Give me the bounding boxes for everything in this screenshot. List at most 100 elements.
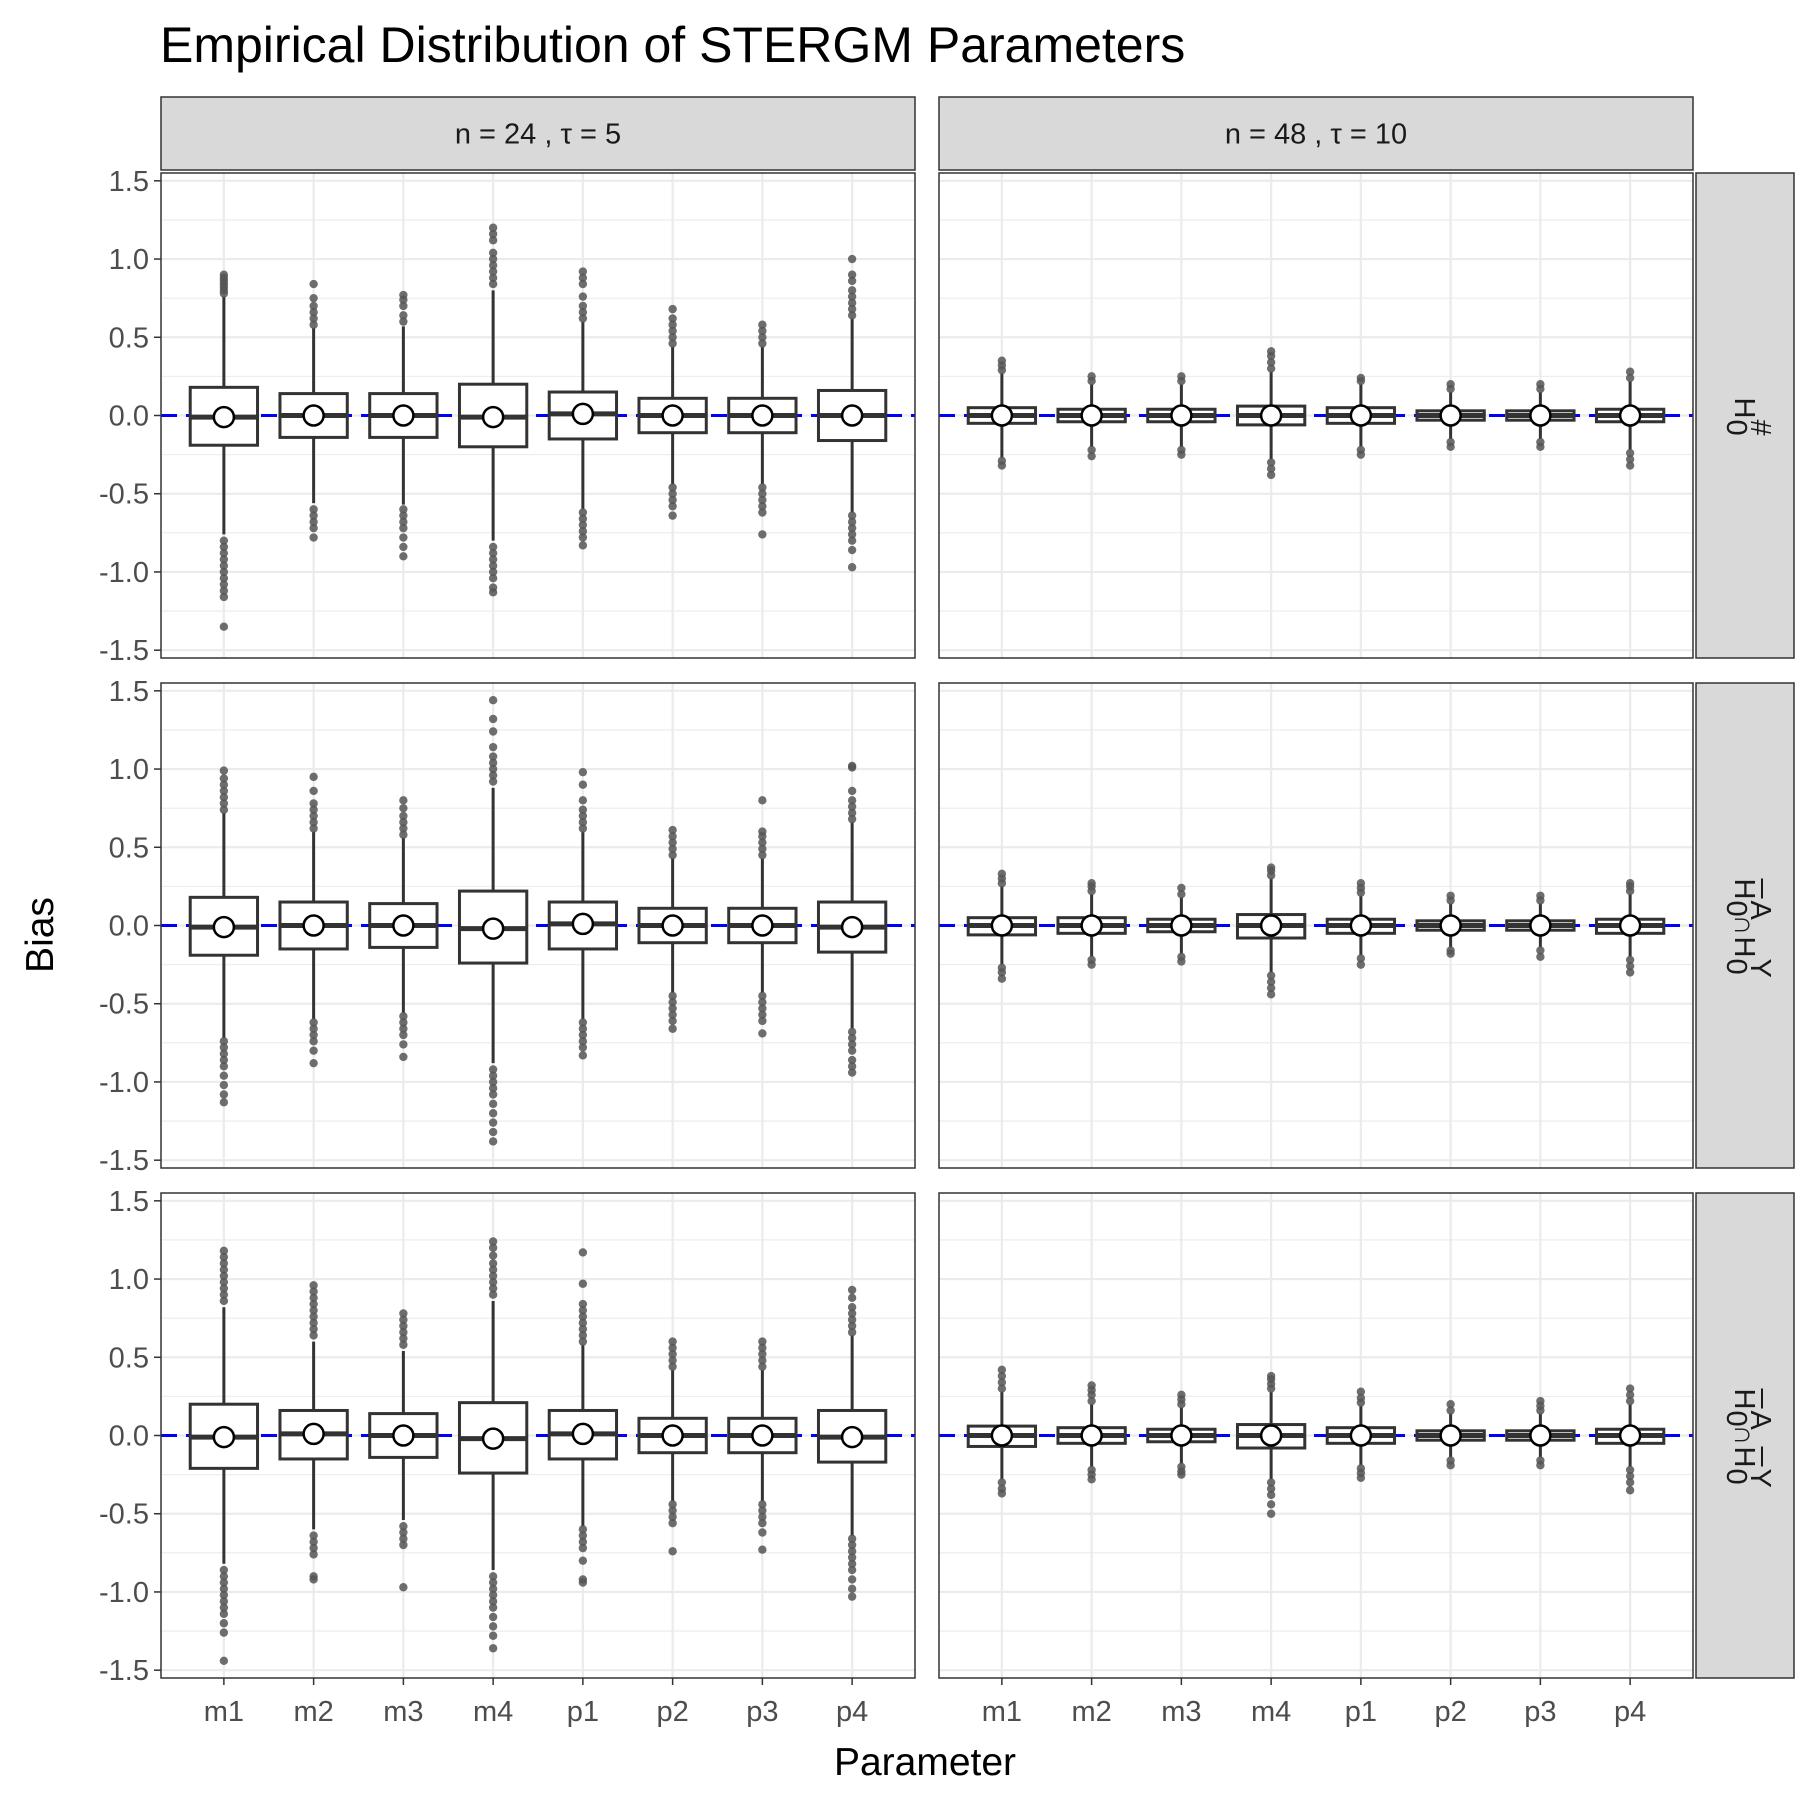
y-tick-label: 1.0 <box>109 754 149 786</box>
outlier-point <box>758 495 767 505</box>
outlier-point <box>847 1033 857 1043</box>
outlier-point <box>309 1058 318 1068</box>
outlier-point <box>847 1321 857 1331</box>
outlier-point <box>668 1343 677 1353</box>
outlier-point <box>399 317 408 326</box>
outlier-point <box>1536 952 1545 961</box>
mean-marker <box>751 914 774 937</box>
outlier-point <box>847 808 857 818</box>
outlier-point <box>578 314 588 323</box>
boxplot-m4 <box>1235 347 1307 480</box>
outlier-point <box>309 786 318 796</box>
outlier-point <box>488 273 498 283</box>
mean-marker <box>1618 914 1642 937</box>
outlier-point <box>309 1024 318 1033</box>
outlier-point <box>758 827 767 836</box>
mean-marker <box>1439 1424 1462 1447</box>
outlier-point <box>488 1118 498 1127</box>
boxplot-m3 <box>1146 1390 1217 1479</box>
outlier-point <box>399 1528 408 1537</box>
boxplot-p3 <box>727 320 798 539</box>
outlier-point <box>309 1318 318 1328</box>
outlier-point <box>758 1029 767 1038</box>
outlier-point <box>758 838 767 847</box>
outlier-point <box>219 1043 229 1052</box>
outlier-point <box>219 774 229 783</box>
outlier-point <box>578 1043 588 1052</box>
row-strip-superscript: # <box>1744 420 1776 436</box>
outlier-point <box>488 555 498 564</box>
facet-panel <box>938 172 1694 659</box>
y-tick-label: 1.5 <box>109 166 149 198</box>
outlier-point <box>847 1565 857 1575</box>
mean-marker <box>302 914 325 937</box>
boxplot-m2 <box>1056 879 1127 969</box>
outlier-point <box>668 1004 677 1013</box>
outlier-point <box>847 1046 857 1055</box>
outlier-point <box>1446 949 1455 958</box>
outlier-point <box>668 483 677 492</box>
boxplot-p4 <box>816 761 888 1077</box>
boxplot-p3 <box>1505 380 1576 451</box>
outlier-point <box>399 301 408 311</box>
outlier-point <box>1266 1500 1276 1509</box>
outlier-point <box>578 796 588 805</box>
outlier-point <box>1266 347 1276 356</box>
outlier-point <box>578 1306 588 1315</box>
outlier-point <box>847 1309 857 1318</box>
boxplot-m3 <box>368 796 439 1062</box>
outlier-point <box>1625 448 1635 458</box>
outlier-point <box>997 461 1007 470</box>
facet-grid: n = 24 , τ = 5 n = 48 , τ = 10 H₀^#H0# H̄₀^… <box>99 96 1795 1728</box>
outlier-point <box>578 1299 588 1309</box>
outlier-point <box>399 290 408 300</box>
mean-marker <box>990 914 1014 937</box>
x-tick-label: m4 <box>1251 1696 1291 1728</box>
outlier-point <box>1266 470 1276 480</box>
boxplot-p4 <box>816 1285 888 1601</box>
outlier-point <box>488 1590 498 1600</box>
outlier-point <box>219 1055 229 1065</box>
mean-marker <box>481 405 505 429</box>
outlier-point <box>219 786 229 796</box>
outlier-point <box>309 314 318 323</box>
outlier-point <box>847 298 857 308</box>
panel-border <box>938 172 1694 659</box>
outlier-point <box>219 555 229 564</box>
facet-panel: 1.5 1.0 0.5 0.0 -0.5 -1.0 -1.5 m1 m2 m3 m4 p1 p2 p3 p4 <box>99 1186 916 1728</box>
outlier-point <box>758 997 767 1007</box>
outlier-point <box>1625 961 1635 971</box>
outlier-point <box>309 1531 318 1540</box>
outlier-point <box>488 1290 498 1299</box>
row-strip-subscript: 0 <box>1720 959 1752 975</box>
outlier-point <box>309 1293 318 1303</box>
y-tick-label: -1.5 <box>99 635 149 667</box>
outlier-point <box>668 844 677 854</box>
mean-marker <box>1170 1424 1193 1447</box>
outlier-point <box>758 320 767 329</box>
outlier-point <box>1625 1486 1635 1495</box>
y-tick-label: -1.5 <box>99 1145 149 1177</box>
outlier-point <box>1177 450 1186 459</box>
outlier-point <box>309 772 318 782</box>
outlier-point <box>399 1321 408 1331</box>
row-strip-superscript: A <box>1744 1411 1776 1431</box>
outlier-point <box>399 1583 408 1592</box>
outlier-point <box>1266 1509 1276 1518</box>
mean-marker <box>840 404 864 427</box>
outlier-point <box>1625 879 1635 888</box>
outlier-point <box>219 1246 229 1256</box>
outlier-point <box>847 796 857 805</box>
outlier-point <box>488 254 498 264</box>
outlier-point <box>668 997 677 1007</box>
boxplot-p3 <box>727 1337 798 1554</box>
facet-panel: 1.5 1.0 0.5 0.0 -0.5 -1.0 -1.5 <box>99 676 916 1177</box>
mean-marker <box>661 1424 684 1447</box>
outlier-point <box>1536 380 1545 389</box>
outlier-point <box>1356 450 1366 459</box>
outlier-point <box>578 818 588 827</box>
boxplot-m4 <box>1235 1371 1307 1518</box>
outlier-point <box>309 1537 318 1547</box>
outlier-point <box>309 1046 318 1055</box>
outlier-point <box>578 1537 588 1547</box>
